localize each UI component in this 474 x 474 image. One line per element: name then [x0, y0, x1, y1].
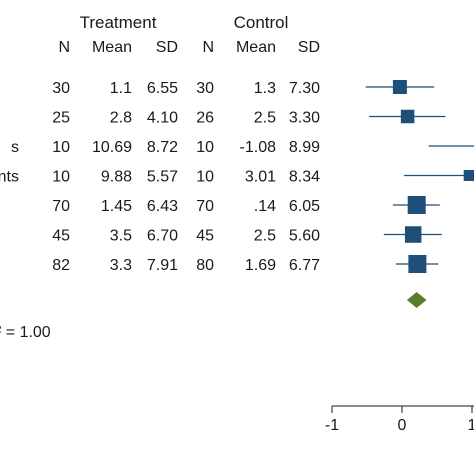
header-treatment-mean: Mean	[92, 39, 132, 56]
treatment-n: 10	[52, 139, 70, 156]
control-n: 80	[196, 257, 214, 274]
effect-marker	[408, 255, 427, 273]
control-n: 70	[196, 198, 214, 215]
effect-marker	[400, 109, 415, 124]
treatment-mean: 10.69	[92, 139, 132, 156]
treatment-mean: 9.88	[101, 169, 132, 186]
control-mean: .14	[254, 198, 276, 215]
treatment-n: 45	[52, 228, 70, 245]
control-mean: 2.5	[254, 228, 276, 245]
treatment-sd: 6.70	[147, 228, 178, 245]
study-row: 45 3.5 6.70 45 2.5 5.60	[52, 228, 320, 245]
treatment-n: 10	[52, 169, 70, 186]
treatment-mean: 2.8	[110, 110, 132, 127]
control-n: 10	[196, 169, 214, 186]
treatment-mean: 1.1	[110, 80, 132, 97]
plot-marks	[365, 80, 474, 308]
header-control-mean: Mean	[236, 39, 276, 56]
effect-marker	[404, 226, 422, 243]
treatment-mean: 3.5	[110, 228, 132, 245]
control-mean: 1.69	[245, 257, 276, 274]
study-rows: 30 1.1 6.55 30 1.3 7.30 25 2.8 4.10 26 2.5 3.30 s 10 1…	[0, 80, 320, 274]
control-sd: 3.30	[289, 110, 320, 127]
study-row: 25 2.8 4.10 26 2.5 3.30	[52, 110, 320, 127]
control-n: 30	[196, 80, 214, 97]
x-tick-label: 1	[468, 417, 474, 434]
study-row: 30 1.1 6.55 30 1.3 7.30	[52, 80, 320, 97]
control-sd: 5.60	[289, 228, 320, 245]
control-n: 26	[196, 110, 214, 127]
control-sd: 8.99	[289, 139, 320, 156]
study-label: s	[11, 139, 19, 156]
x-tick-label: 0	[398, 417, 407, 434]
header-treatment-sd: SD	[156, 39, 178, 56]
control-mean: 1.3	[254, 80, 276, 97]
x-tick-label: -1	[325, 417, 339, 434]
study-label: nts	[0, 169, 19, 186]
effect-marker	[463, 170, 474, 181]
study-row: s 10 10.69 8.72 10 -1.08 8.99	[11, 139, 320, 156]
control-group-header: Control	[234, 13, 289, 32]
effect-marker	[392, 80, 407, 94]
control-sd: 8.34	[289, 169, 320, 186]
control-sd: 6.05	[289, 198, 320, 215]
control-sd: 6.77	[289, 257, 320, 274]
treatment-sd: 8.72	[147, 139, 178, 156]
treatment-n: 70	[52, 198, 70, 215]
overall-diamond	[406, 292, 427, 308]
control-mean: 2.5	[254, 110, 276, 127]
treatment-sd: 4.10	[147, 110, 178, 127]
treatment-sd: 6.43	[147, 198, 178, 215]
treatment-n: 25	[52, 110, 70, 127]
control-mean: -1.08	[240, 139, 277, 156]
study-row: 82 3.3 7.91 80 1.69 6.77	[52, 257, 320, 274]
treatment-sd: 6.55	[147, 80, 178, 97]
control-n: 45	[196, 228, 214, 245]
treatment-n: 30	[52, 80, 70, 97]
x-axis: -1 0 1	[325, 405, 474, 434]
header-control-n: N	[202, 39, 214, 56]
study-row: nts 10 9.88 5.57 10 3.01 8.34	[0, 169, 320, 186]
header-treatment-n: N	[58, 39, 70, 56]
treatment-group-header: Treatment	[80, 13, 157, 32]
treatment-sd: 5.57	[147, 169, 178, 186]
treatment-sd: 7.91	[147, 257, 178, 274]
control-sd: 7.30	[289, 80, 320, 97]
treatment-n: 82	[52, 257, 70, 274]
treatment-mean: 1.45	[101, 198, 132, 215]
header-control-sd: SD	[298, 39, 320, 56]
treatment-mean: 3.3	[110, 257, 132, 274]
control-n: 10	[196, 139, 214, 156]
heterogeneity-text: ² = 1.00	[0, 324, 51, 341]
control-mean: 3.01	[245, 169, 276, 186]
study-row: 70 1.45 6.43 70 .14 6.05	[52, 198, 320, 215]
effect-marker	[407, 196, 426, 214]
